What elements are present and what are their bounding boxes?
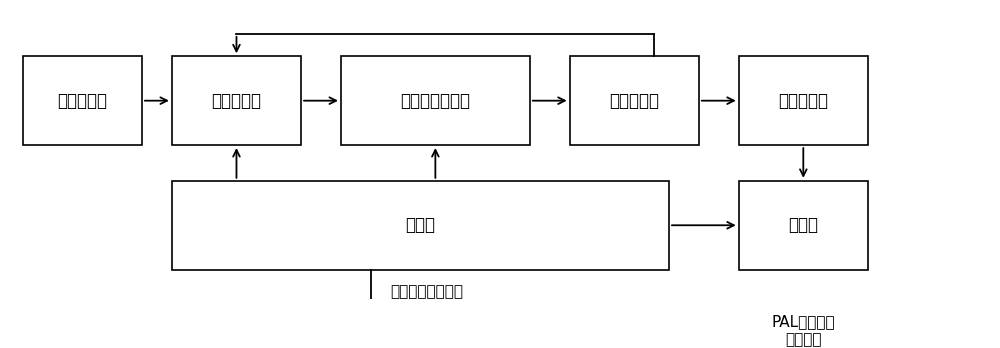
Text: 控制器: 控制器 <box>405 216 435 234</box>
Text: 与计算机进行通信: 与计算机进行通信 <box>391 285 464 300</box>
Text: 频率控制器: 频率控制器 <box>211 92 261 110</box>
FancyBboxPatch shape <box>23 56 142 145</box>
FancyBboxPatch shape <box>341 56 530 145</box>
FancyBboxPatch shape <box>172 56 301 145</box>
FancyBboxPatch shape <box>172 181 669 270</box>
Text: 数模转换器: 数模转换器 <box>609 92 659 110</box>
Text: 频率信号源: 频率信号源 <box>57 92 107 110</box>
FancyBboxPatch shape <box>739 56 868 145</box>
Text: 波形数据存储器: 波形数据存储器 <box>400 92 470 110</box>
Text: PAL视频模拟
波形信号: PAL视频模拟 波形信号 <box>771 314 835 347</box>
FancyBboxPatch shape <box>739 181 868 270</box>
Text: 低通滤波器: 低通滤波器 <box>778 92 828 110</box>
FancyBboxPatch shape <box>570 56 699 145</box>
Text: 放大器: 放大器 <box>788 216 818 234</box>
